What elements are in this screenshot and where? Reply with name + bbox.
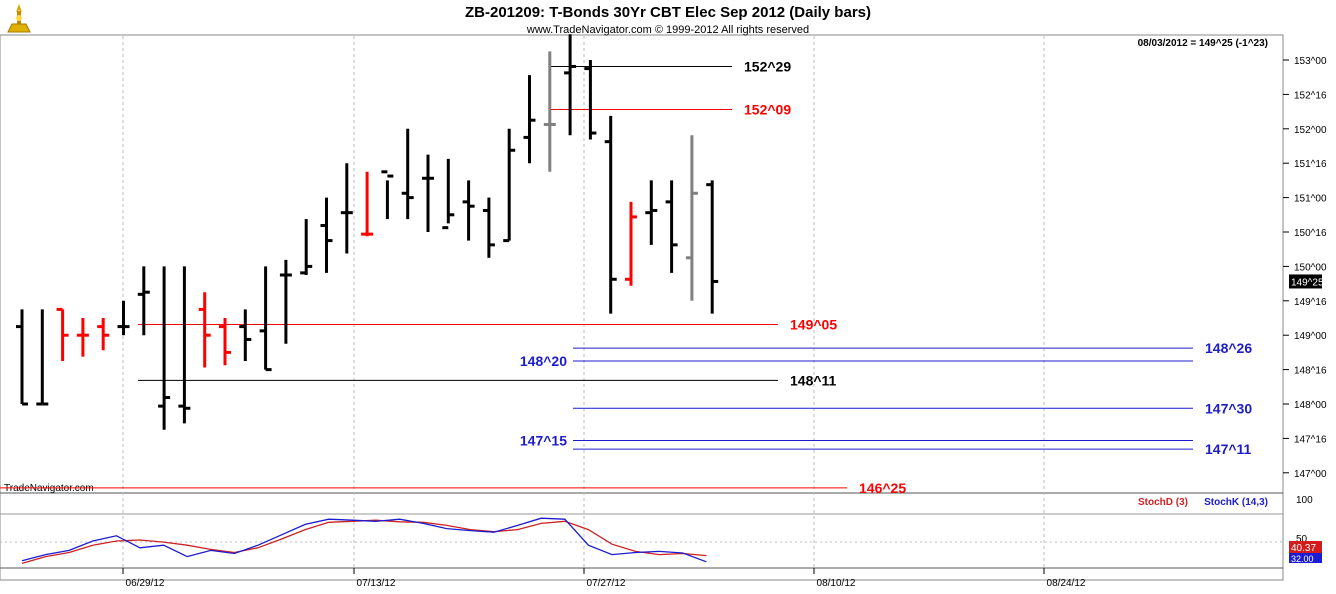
- price-tick-label: 152^00: [1294, 125, 1327, 136]
- level-label: 149^05: [790, 316, 837, 332]
- ohlc-bar: [340, 163, 353, 254]
- level-label: 148^11: [790, 372, 837, 388]
- ohlc-bar: [503, 128, 516, 243]
- price-tick-label: 151^16: [1294, 159, 1327, 170]
- ohlc-bar: [137, 266, 150, 336]
- ohlc-bar: [523, 75, 536, 164]
- price-tick-label: 148^00: [1294, 400, 1327, 411]
- price-tick-label: 148^16: [1294, 366, 1327, 377]
- ohlc-bar: [604, 115, 617, 314]
- ohlc-bar: [178, 266, 191, 424]
- ohlc-bar: [706, 180, 719, 314]
- ohlc-bar: [219, 318, 231, 366]
- price-tick-label: 149^16: [1294, 297, 1327, 308]
- level-label: 152^09: [744, 101, 791, 117]
- stoch-k-legend: StochK (14,3): [1204, 497, 1268, 508]
- chart-title: ZB-201209: T-Bonds 30Yr CBT Elec Sep 201…: [465, 4, 871, 21]
- ohlc-bar: [158, 266, 171, 430]
- stoch-k-value: 32.00: [1291, 554, 1314, 564]
- ohlc-bar: [36, 309, 49, 406]
- level-label: 147^15: [520, 433, 567, 449]
- stoch-d-value: 40.37: [1291, 543, 1316, 554]
- time-tick-label: 06/29/12: [126, 578, 165, 589]
- ohlc-bar: [665, 180, 678, 273]
- price-tick-label: 147^00: [1294, 469, 1327, 480]
- time-tick-label: 07/13/12: [357, 578, 396, 589]
- ohlc-bar: [117, 300, 130, 336]
- ohlc-bar: [239, 309, 252, 361]
- ohlc-bar: [584, 60, 597, 140]
- price-readout: 08/03/2012 = 149^25 (-1^23): [1138, 38, 1268, 49]
- ohlc-bar: [279, 259, 292, 344]
- price-tick-label: 153^00: [1294, 56, 1327, 67]
- trade-navigator-logo-icon: [4, 2, 34, 34]
- ohlc-bar: [259, 266, 272, 372]
- ohlc-bar: [56, 307, 69, 361]
- watermark-text: TradeNavigator.com: [4, 483, 94, 494]
- stoch-axis-50: 50: [1296, 534, 1308, 545]
- price-tick-label: 149^00: [1294, 331, 1327, 342]
- time-tick-label: 07/27/12: [587, 578, 626, 589]
- last-price-tag: [1289, 274, 1322, 289]
- ohlc-bar: [564, 34, 577, 136]
- level-label: 148^20: [520, 353, 567, 369]
- level-label: 148^26: [1205, 340, 1252, 356]
- stoch-d-legend: StochD (3): [1138, 497, 1188, 508]
- stoch-k-tag: [1289, 553, 1322, 563]
- level-label: 146^25: [859, 480, 906, 496]
- ohlc-bar: [361, 171, 374, 237]
- level-label: 147^11: [1205, 441, 1252, 457]
- ohlc-bar: [543, 51, 556, 172]
- ohlc-bar: [442, 158, 455, 230]
- price-tick-label: 152^16: [1294, 90, 1327, 101]
- time-tick-label: 08/24/12: [1047, 578, 1086, 589]
- stoch-d-tag: [1289, 541, 1322, 553]
- chart-subtitle: www.TradeNavigator.com © 1999-2012 All r…: [526, 24, 809, 36]
- ohlc-bar: [300, 219, 313, 275]
- ohlc-bar: [97, 318, 110, 351]
- stoch-k-line: [21, 517, 707, 563]
- ohlc-bar: [401, 128, 414, 220]
- chart-frame: [0, 34, 1284, 581]
- ohlc-bar: [422, 154, 434, 232]
- ohlc-bar: [320, 197, 333, 273]
- level-label: 147^30: [1205, 400, 1252, 416]
- level-label: 152^29: [744, 58, 791, 74]
- ohlc-bar: [76, 318, 89, 357]
- price-tick-label: 150^16: [1294, 228, 1327, 239]
- ohlc-bar: [381, 170, 394, 220]
- ohlc-bar: [482, 197, 495, 258]
- ohlc-bar: [685, 135, 698, 301]
- stoch-d-line: [21, 519, 707, 565]
- ohlc-bar: [198, 292, 211, 368]
- ohlc-bar: [462, 180, 475, 241]
- price-tick-label: 151^00: [1294, 194, 1327, 205]
- last-price-label: 149^25: [1291, 277, 1324, 288]
- time-tick-label: 08/10/12: [817, 578, 856, 589]
- price-tick-label: 147^16: [1294, 434, 1327, 445]
- price-tick-label: 150^00: [1294, 262, 1327, 273]
- ohlc-bar: [625, 201, 637, 286]
- ohlc-bar: [16, 309, 28, 406]
- ohlc-bar: [645, 180, 658, 245]
- stoch-axis-100: 100: [1296, 495, 1313, 506]
